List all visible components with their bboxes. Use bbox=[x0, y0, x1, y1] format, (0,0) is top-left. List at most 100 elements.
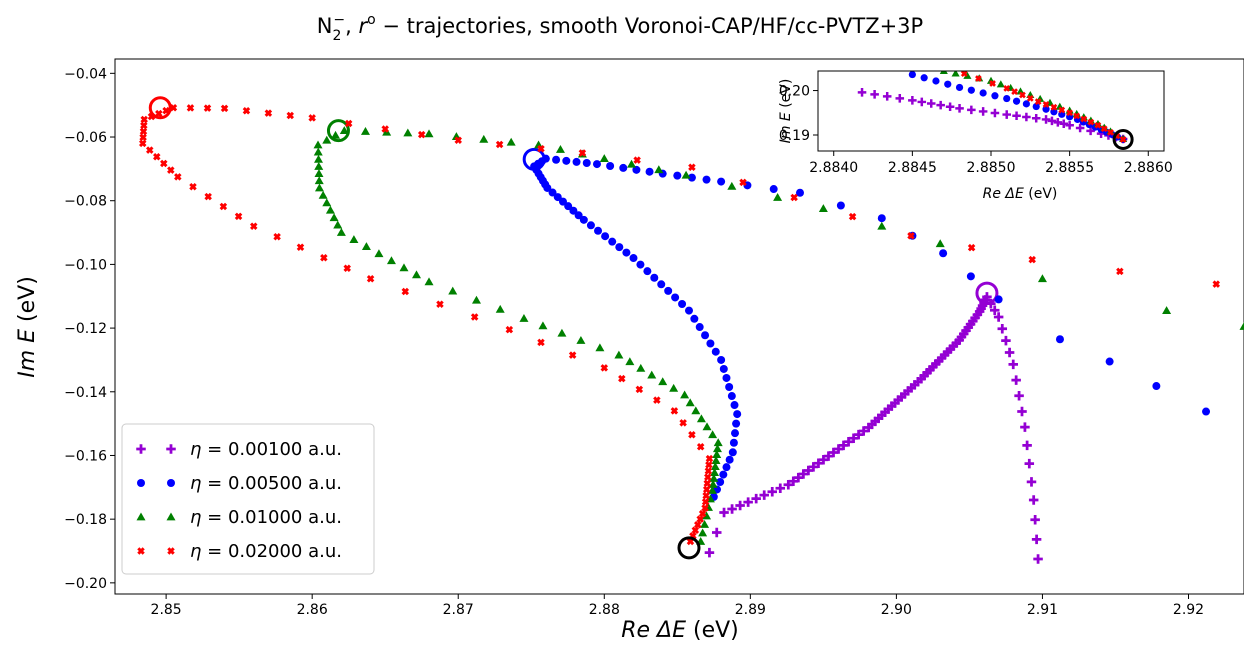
data-point bbox=[319, 191, 328, 199]
inset-data-point bbox=[944, 81, 951, 88]
x-tick-label: 2.91 bbox=[1027, 602, 1058, 618]
data-point bbox=[1212, 280, 1220, 288]
data-point bbox=[573, 158, 581, 166]
inset-x-axis-label: Re ΔE (eV) bbox=[983, 186, 1058, 202]
data-point bbox=[686, 398, 695, 406]
data-point bbox=[732, 420, 740, 428]
data-point bbox=[204, 193, 212, 201]
data-point bbox=[557, 329, 566, 337]
y-axis-label: Im E (eV) bbox=[15, 276, 40, 378]
data-point bbox=[671, 407, 679, 415]
data-point bbox=[722, 463, 730, 471]
data-point bbox=[696, 323, 704, 331]
data-point bbox=[594, 227, 602, 235]
data-point bbox=[538, 321, 547, 329]
data-point bbox=[273, 233, 281, 241]
data-point bbox=[968, 244, 976, 252]
y-tick-label: −0.20 bbox=[64, 576, 107, 592]
data-point bbox=[730, 439, 738, 447]
data-point bbox=[1202, 408, 1210, 416]
data-point bbox=[265, 109, 273, 117]
x-tick-label: 2.92 bbox=[1173, 602, 1204, 618]
data-point bbox=[243, 107, 251, 115]
data-point bbox=[362, 242, 371, 250]
y-tick-label: −0.04 bbox=[64, 66, 107, 82]
data-point bbox=[361, 127, 370, 135]
data-point bbox=[314, 169, 323, 177]
data-point bbox=[139, 140, 147, 148]
y-tick-label: −0.14 bbox=[64, 385, 107, 401]
data-point bbox=[314, 155, 323, 163]
data-point bbox=[314, 148, 323, 156]
data-point bbox=[688, 431, 696, 439]
data-point bbox=[939, 249, 947, 257]
data-point bbox=[140, 128, 148, 136]
legend: η = 0.00100 a.u. η = 0.00500 a.u. η = 0.… bbox=[122, 424, 374, 574]
data-point bbox=[374, 249, 383, 257]
data-point bbox=[1030, 515, 1040, 525]
y-tick-label: −0.16 bbox=[64, 448, 107, 464]
data-point bbox=[1020, 422, 1030, 432]
data-point bbox=[297, 243, 305, 251]
data-point bbox=[669, 384, 678, 392]
data-point bbox=[1017, 407, 1027, 417]
inset-x-tick-label: 2.8845 bbox=[888, 160, 937, 176]
data-point bbox=[1022, 441, 1032, 451]
inset-x-tick-label: 2.8860 bbox=[1124, 160, 1173, 176]
data-point bbox=[1008, 360, 1018, 370]
data-point bbox=[556, 145, 565, 153]
data-point bbox=[679, 419, 687, 427]
data-point bbox=[725, 383, 733, 391]
x-tick-label: 2.86 bbox=[297, 602, 328, 618]
data-point bbox=[690, 315, 698, 323]
data-point bbox=[139, 134, 147, 142]
data-point bbox=[221, 105, 229, 113]
inset-data-point bbox=[1013, 98, 1020, 105]
y-tick-label: −0.06 bbox=[64, 130, 107, 146]
data-point bbox=[673, 172, 681, 180]
data-point bbox=[717, 356, 725, 364]
legend-label-eta-0.01000: η = 0.01000 a.u. bbox=[190, 507, 342, 528]
data-point bbox=[595, 343, 604, 351]
x-tick-label: 2.85 bbox=[151, 602, 182, 618]
data-point bbox=[727, 182, 736, 190]
data-point bbox=[729, 448, 737, 456]
data-point bbox=[708, 430, 717, 438]
data-point bbox=[220, 203, 228, 211]
data-point bbox=[367, 275, 375, 283]
data-point bbox=[726, 456, 734, 464]
data-point bbox=[314, 140, 323, 148]
data-point bbox=[967, 272, 975, 280]
data-point bbox=[330, 213, 339, 221]
data-point bbox=[698, 528, 707, 536]
data-point bbox=[412, 270, 421, 278]
data-point bbox=[436, 300, 444, 308]
data-point bbox=[733, 410, 741, 418]
data-point bbox=[153, 153, 161, 161]
data-point bbox=[770, 185, 778, 193]
data-point bbox=[712, 348, 720, 356]
data-point bbox=[537, 339, 545, 347]
inset-x-tick-label: 2.8840 bbox=[809, 160, 858, 176]
inset-data-point bbox=[921, 74, 928, 81]
data-point bbox=[936, 239, 945, 247]
data-point bbox=[705, 461, 713, 469]
data-point bbox=[704, 473, 712, 481]
data-point bbox=[552, 156, 560, 164]
data-point bbox=[658, 377, 667, 385]
data-point bbox=[189, 183, 197, 191]
data-point bbox=[1116, 268, 1124, 276]
data-point bbox=[425, 277, 434, 285]
legend-label-eta-0.00100: η = 0.00100 a.u. bbox=[190, 439, 342, 460]
data-point bbox=[731, 429, 739, 437]
data-point bbox=[506, 326, 513, 334]
data-point bbox=[633, 156, 641, 164]
data-point bbox=[646, 168, 654, 176]
data-point bbox=[671, 293, 679, 301]
data-point bbox=[1240, 322, 1244, 330]
series-circle bbox=[530, 155, 1210, 501]
data-point bbox=[287, 112, 295, 120]
data-point bbox=[650, 274, 658, 282]
